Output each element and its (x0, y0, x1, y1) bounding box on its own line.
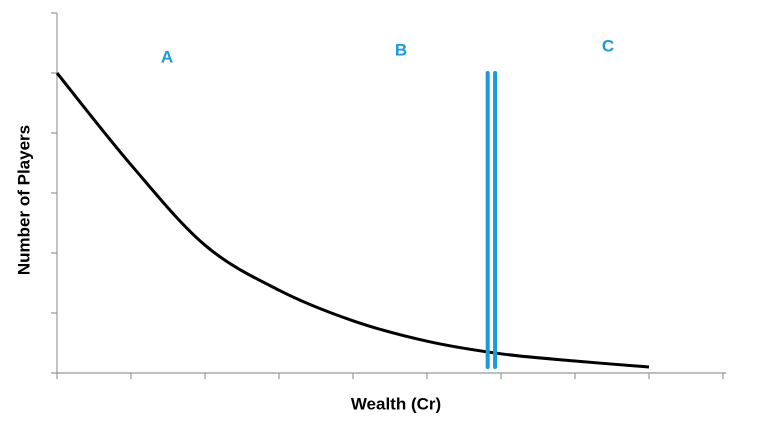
y-axis-title: Number of Players (14, 125, 33, 275)
region-label: C (602, 36, 614, 55)
curve (55, 72, 650, 369)
region-label: B (395, 40, 407, 59)
x-axis-title: Wealth (Cr) (351, 394, 441, 413)
region-label: A (161, 47, 173, 66)
